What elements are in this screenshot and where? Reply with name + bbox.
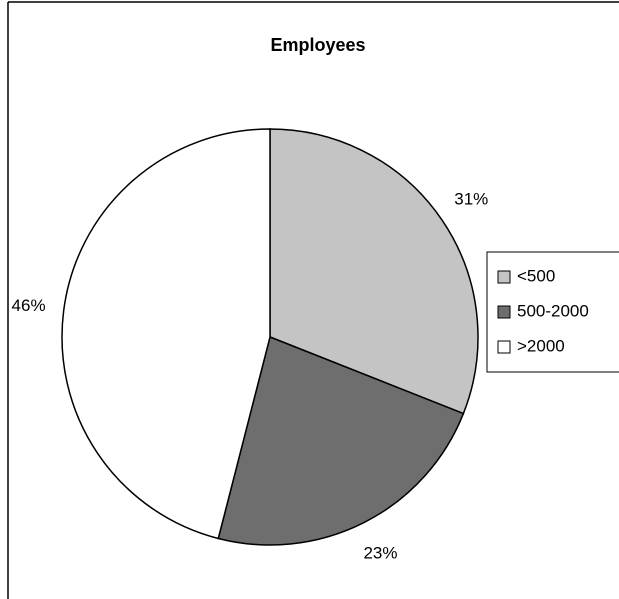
chart-title: Employees — [270, 35, 365, 55]
legend-label: 500-2000 — [517, 301, 589, 320]
data-label: 46% — [12, 296, 46, 315]
legend-label: >2000 — [517, 336, 565, 355]
pie-slice — [61, 128, 271, 540]
data-label: 31% — [454, 190, 488, 209]
data-label: 23% — [363, 543, 397, 562]
pie-slice — [217, 335, 465, 546]
legend-swatch — [497, 340, 511, 354]
legend-swatch — [497, 270, 511, 284]
pie-slice — [269, 128, 479, 415]
legend-swatch — [497, 305, 511, 319]
legend-label: <500 — [517, 266, 555, 285]
